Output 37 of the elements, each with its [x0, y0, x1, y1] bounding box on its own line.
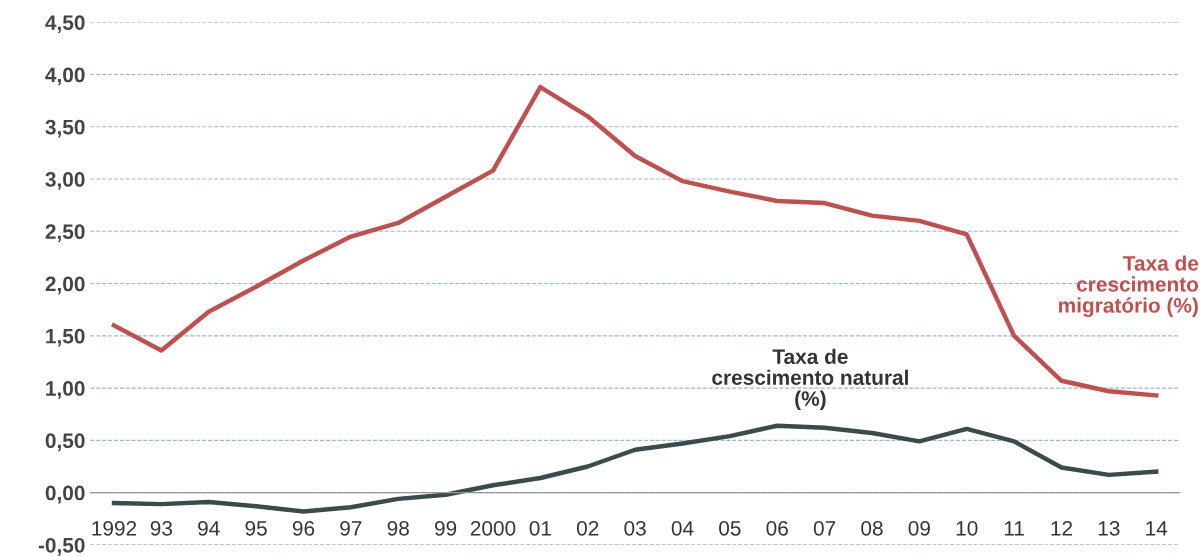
text: Taxa de crescimento migratório (%) [1059, 255, 1199, 318]
y-tick-label: 0,50 [45, 433, 85, 452]
x-tick-label: 03 [624, 520, 646, 536]
x-tick-label: 99 [435, 520, 457, 536]
series-label: Taxa de crescimento natural (%) [712, 348, 908, 411]
x-tick-label: 2000 [470, 520, 516, 536]
x-tick-label: 12 [1051, 520, 1073, 536]
x-tick-label: 93 [150, 520, 173, 536]
y-tick-label: 1,00 [46, 381, 85, 399]
x-tick-label: 10 [956, 520, 978, 536]
x-tick-label: 14 [1146, 521, 1168, 536]
x-tick-label: 07 [813, 520, 836, 536]
x-tick-label: 13 [1098, 520, 1120, 536]
x-tick-label: 04 [671, 520, 694, 536]
x-tick-label: 1992 [92, 520, 137, 536]
line-series [111, 423, 1159, 514]
y-tick-label: 4,50 [45, 15, 85, 34]
x-tick-label: 97 [340, 520, 362, 536]
y-tick-label: 0,00 [45, 485, 85, 504]
y-tick-label: 1,50 [46, 328, 85, 347]
x-tick-label: 01 [529, 520, 551, 536]
x-tick-label: 06 [766, 520, 788, 536]
x-tick-label: 05 [719, 520, 741, 536]
x-tick-label: 02 [576, 520, 599, 536]
x-tick-label: 98 [387, 520, 409, 536]
y-tick-label: 2,50 [45, 224, 85, 243]
y-tick-label: 2,00 [45, 276, 85, 295]
x-tick-label: 11 [1004, 521, 1024, 536]
y-tick-label: 4,00 [45, 67, 85, 86]
y-tick-label: 3,00 [45, 172, 85, 190]
x-tick-label: 95 [245, 520, 267, 536]
y-tick-label: -0,50 [38, 537, 85, 556]
x-tick-label: 94 [198, 520, 220, 536]
y-tick-label: 3,50 [45, 119, 85, 138]
x-tick-label: 09 [908, 520, 930, 536]
x-tick-label: 08 [861, 520, 883, 536]
x-tick-label: 96 [292, 520, 315, 536]
